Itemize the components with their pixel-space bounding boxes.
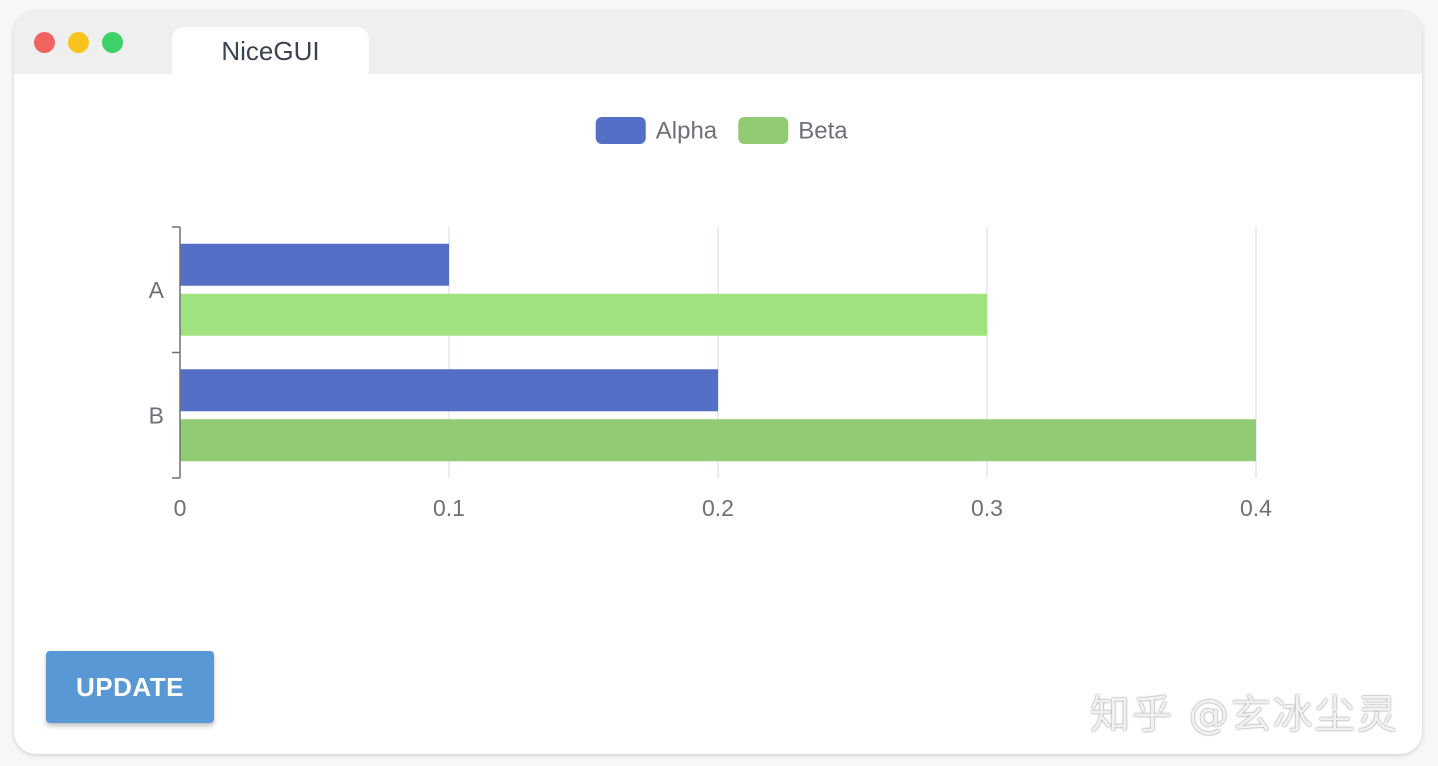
title-bar: NiceGUI xyxy=(14,11,1422,75)
x-tick-label-0.1: 0.1 xyxy=(433,495,465,521)
tab-nicegui[interactable]: NiceGUI xyxy=(172,27,369,75)
minimize-window-icon[interactable] xyxy=(68,32,89,53)
x-tick-label-0.2: 0.2 xyxy=(702,495,734,521)
tab-title: NiceGUI xyxy=(221,35,320,66)
chart-bars xyxy=(180,243,1256,462)
maximize-window-icon[interactable] xyxy=(102,32,123,53)
legend-swatch-alpha xyxy=(595,117,646,144)
x-tick-label-0.4: 0.4 xyxy=(1240,495,1272,521)
y-category-label-a: A xyxy=(149,277,165,303)
y-category-label-b: B xyxy=(149,402,164,428)
bar-beta-a xyxy=(180,293,987,336)
page-content: Alpha Beta 0 0.1 0.2 0.3 0.4 A B UPDATE 知乎 @玄冰尘… xyxy=(14,74,1422,754)
legend-label-beta: Beta xyxy=(798,118,848,145)
bar-beta-b xyxy=(180,419,1256,462)
chart-axes: 0 0.1 0.2 0.3 0.4 A B xyxy=(149,226,1272,521)
x-tick-label-0: 0 xyxy=(174,495,187,521)
legend-label-alpha: Alpha xyxy=(656,118,718,145)
app-window: NiceGUI Alpha Beta 0 0.1 0.2 0.3 0.4 A B UPDATE… xyxy=(14,11,1422,754)
bar-chart: Alpha Beta 0 0.1 0.2 0.3 0.4 A B xyxy=(149,117,1272,521)
bar-alpha-a xyxy=(180,243,449,286)
update-button[interactable]: UPDATE xyxy=(46,651,214,723)
chart-legend: Alpha Beta xyxy=(595,117,848,145)
legend-swatch-beta xyxy=(738,117,789,144)
x-tick-label-0.3: 0.3 xyxy=(971,495,1003,521)
bar-alpha-b xyxy=(180,369,718,412)
close-window-icon[interactable] xyxy=(34,32,55,53)
watermark-text: 知乎 @玄冰尘灵 xyxy=(1090,692,1399,738)
